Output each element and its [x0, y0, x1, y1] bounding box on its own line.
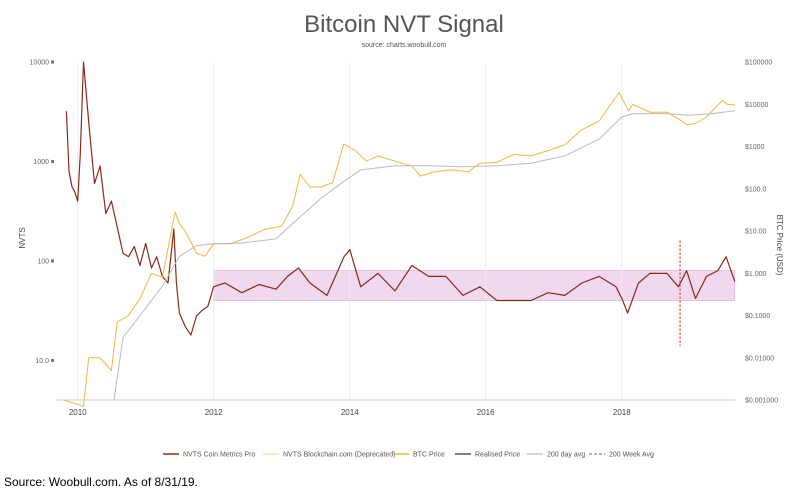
- y-left-axis-label: NVTS: [18, 227, 27, 248]
- y-right-tick-label: $0.01000: [745, 355, 774, 362]
- y-right-axis-label: BTC Price (USD): [775, 215, 784, 276]
- y-left-tick-mark: [51, 60, 54, 64]
- x-tick-label: 2016: [477, 408, 495, 417]
- chart-subtitle: source: charts.woobull.com: [362, 42, 447, 49]
- legend-item-label[interactable]: 200 day avg: [547, 452, 585, 459]
- source-note: Source: Woobull.com. As of 8/31/19.: [4, 475, 198, 489]
- nvts-band: [213, 270, 736, 301]
- series-line-1: [63, 92, 735, 407]
- y-right-tick-label: $1.000: [745, 271, 767, 278]
- y-left-tick-mark: [51, 358, 54, 362]
- series-line-2: [113, 110, 735, 401]
- legend-item-label[interactable]: NVTS Coin Metrics Pro: [183, 452, 255, 459]
- x-tick-label: 2012: [205, 408, 223, 417]
- band-layer: [213, 270, 736, 301]
- series-line-0: [65, 61, 736, 336]
- y-left-tick-mark: [51, 259, 54, 263]
- legend-item-label[interactable]: BTC Price: [413, 452, 445, 459]
- legend-item-label[interactable]: Realised Price: [475, 452, 520, 459]
- y-right-tick-label: $100.0: [745, 186, 767, 193]
- y-right-tick-label: $10000: [745, 102, 768, 109]
- y-left-tick-mark: [51, 159, 54, 163]
- legend: NVTS Coin Metrics Pro NVTS Blockchain.com…: [163, 452, 654, 459]
- y-right-tick-label: $1000: [745, 144, 765, 151]
- y-left-tick-label: 1000: [33, 159, 49, 166]
- axis-layer: 2010 2012 2014 2016 2018 10000 1000 100 10.0 $100…: [30, 60, 779, 418]
- y-right-tick-label: $0.1000: [745, 313, 770, 320]
- y-left-tick-label: 10.0: [35, 358, 49, 365]
- y-right-tick-label: $10.00: [745, 229, 767, 236]
- y-left-tick-label: 100: [37, 258, 49, 265]
- y-right-tick-label: $100000: [745, 60, 772, 67]
- grid-layer: [77, 62, 623, 400]
- legend-item-label[interactable]: NVTS Blockchain.com (Deprecated): [283, 452, 395, 459]
- x-tick-label: 2018: [613, 408, 631, 417]
- x-tick-label: 2014: [341, 408, 359, 417]
- legend-item-label[interactable]: 200 Week Avg: [609, 452, 654, 459]
- chart-title: Bitcoin NVT Signal: [304, 11, 504, 38]
- series-layer: [63, 61, 736, 407]
- y-right-tick-label: $0.001000: [745, 398, 778, 405]
- x-tick-label: 2010: [69, 408, 87, 417]
- y-left-tick-label: 10000: [30, 60, 50, 67]
